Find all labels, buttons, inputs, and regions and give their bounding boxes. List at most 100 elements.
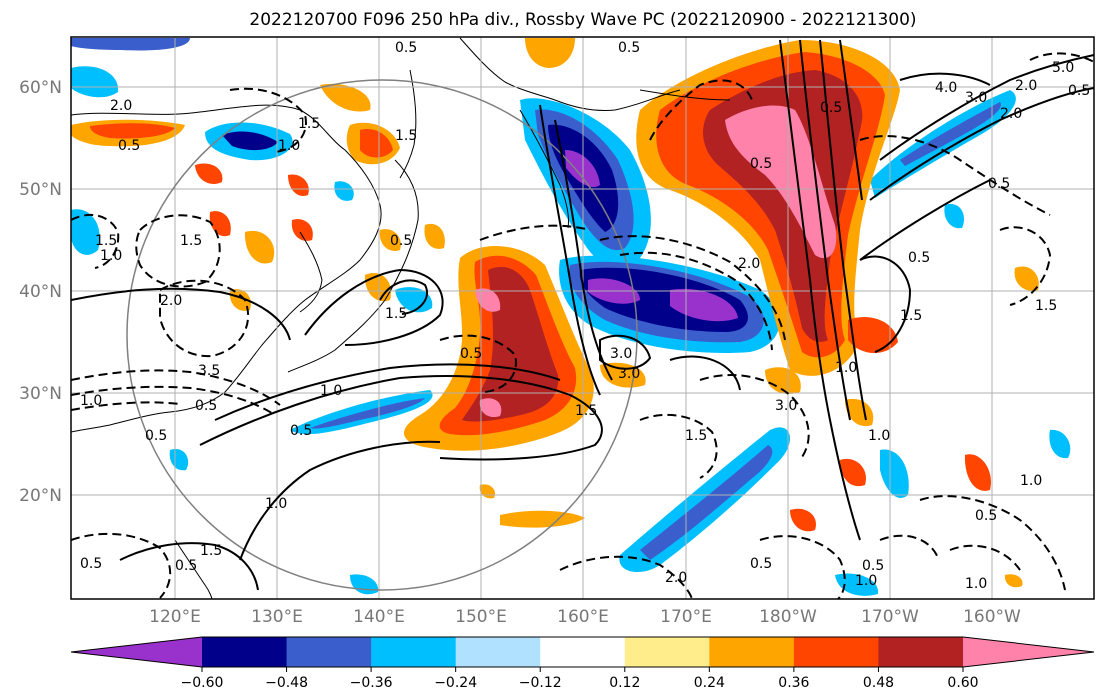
lon-label: 170°E — [660, 607, 712, 627]
contour-label: 1.0 — [855, 573, 877, 589]
lon-label: 180°W — [759, 607, 817, 627]
contour-label: 0.5 — [80, 556, 102, 572]
contour-label: 1.0 — [278, 138, 300, 154]
contour-label: 1.5 — [180, 233, 202, 249]
contour-label: 1.0 — [265, 496, 287, 512]
neg-spot-south-2 — [835, 573, 879, 596]
contour-dashed-22 — [479, 224, 591, 241]
lon-label: 140°E — [353, 607, 405, 627]
contour-label: 0.5 — [145, 428, 167, 444]
pos-region-central-peak-2 — [479, 398, 502, 418]
pos-spot-center-1 — [424, 223, 445, 249]
pos-spot-north-3 — [379, 229, 401, 252]
colorbar-tick-label: 0.48 — [863, 675, 894, 691]
contour-label: 1.0 — [80, 393, 102, 409]
contour-label: 0.5 — [175, 558, 197, 574]
contour-dashed-17 — [71, 532, 172, 599]
neg-region-southeast-core — [640, 445, 773, 560]
colorbar-segment — [286, 637, 372, 667]
contour-solid-11 — [819, 39, 867, 421]
pos-spot-kamchatka-top — [525, 38, 575, 68]
lon-label: 150°E — [455, 607, 507, 627]
colorbar-segment — [202, 637, 288, 667]
contour-dashed-14 — [999, 226, 1052, 306]
contour-label: 3.0 — [618, 366, 640, 382]
coast-aleutian — [639, 89, 731, 101]
neg-spot-west-3 — [71, 38, 190, 51]
range-circle — [126, 79, 638, 591]
pos-region-central-core — [462, 266, 559, 422]
contour-label: 1.0 — [100, 248, 122, 264]
contour-label: 1.0 — [1020, 473, 1042, 489]
pos-region-northeast-peak — [725, 105, 837, 259]
pos-spot-west-7 — [229, 289, 251, 311]
coast-asia — [71, 104, 382, 433]
contour-label: 0.5 — [988, 176, 1010, 192]
neg-spot-east-mid — [880, 449, 909, 498]
pos-spot-south-2 — [790, 508, 816, 532]
contour-label: 5.0 — [1052, 60, 1074, 76]
pos-spot-west-5 — [288, 174, 309, 196]
pos-spot-south-1 — [500, 510, 585, 528]
contour-solid-2 — [214, 363, 561, 421]
contour-label: 0.5 — [118, 138, 140, 154]
neg-spot-seoul — [395, 287, 433, 313]
contour-dashed-15 — [919, 495, 1066, 591]
contour-dashed-20 — [879, 534, 939, 559]
contour-label: 1.5 — [95, 233, 117, 249]
contour-dashed-7 — [439, 334, 517, 393]
contour-dashed-23 — [1029, 52, 1094, 63]
contour-solid-9 — [779, 39, 861, 541]
contour-labels: 0.5 0.5 2.0 1.5 0.5 1.0 1.5 1.5 2.0 1.5 … — [80, 40, 1090, 592]
contour-label: 1.5 — [900, 308, 922, 324]
contour-solid-6 — [539, 104, 601, 396]
contour-dashed-11 — [699, 374, 810, 461]
coast-japan — [287, 159, 419, 373]
contour-dashed-19 — [759, 535, 846, 599]
contour-solid-18 — [899, 72, 991, 86]
pos-spot-east — [848, 316, 898, 354]
contour-dashed-18 — [559, 555, 693, 599]
contour-label: 0.5 — [390, 233, 412, 249]
coast-philippines — [174, 539, 213, 599]
pos-spot-west-6 — [291, 219, 313, 241]
pos-spot-north-2-core — [360, 129, 393, 158]
contour-dashed-3 — [71, 401, 181, 411]
neg-spot-japan — [334, 181, 354, 201]
lat-label: 50°N — [19, 180, 62, 200]
colorbar-segment — [709, 637, 795, 667]
contour-label: 2.0 — [110, 98, 132, 114]
lon-label: 160°W — [963, 607, 1021, 627]
gridlines — [71, 37, 1094, 599]
contour-dashed-12 — [639, 413, 718, 479]
lon-label: 120°E — [149, 607, 201, 627]
neg-region-south-band-core — [310, 398, 425, 429]
lon-label: 130°E — [251, 607, 303, 627]
contour-label: 0.5 — [908, 250, 930, 266]
lat-label: 60°N — [19, 78, 62, 98]
colorbar-segment — [540, 637, 626, 667]
pos-spot-far-se — [1004, 574, 1023, 588]
neg-spot-far-east — [1049, 429, 1071, 459]
contour-solid-15 — [869, 87, 1094, 201]
neg-spot-east-upper-2 — [944, 204, 965, 229]
map-panel: 0.5 0.5 2.0 1.5 0.5 1.0 1.5 1.5 2.0 1.5 … — [70, 36, 1095, 600]
contour-label: 0.5 — [750, 556, 772, 572]
contour-label: 0.5 — [618, 40, 640, 56]
contour-label: 4.0 — [935, 80, 957, 96]
contour-label: 0.5 — [750, 156, 772, 172]
lon-label: 170°W — [861, 607, 919, 627]
colorbar-tick-label: −0.12 — [519, 675, 562, 691]
colorbar-segment — [455, 637, 541, 667]
lat-label: 20°N — [19, 486, 62, 506]
colorbar-segment — [624, 637, 710, 667]
colorbar-tick-label: −0.36 — [350, 675, 393, 691]
dashed-contours — [71, 52, 1094, 599]
colorbar-segment — [793, 637, 879, 667]
coast-sakhalin — [399, 69, 417, 179]
contour-solid-8 — [599, 334, 652, 370]
contour-solid-10 — [799, 39, 851, 421]
contour-solid-16 — [859, 179, 991, 261]
contour-dashed-2 — [71, 385, 276, 416]
